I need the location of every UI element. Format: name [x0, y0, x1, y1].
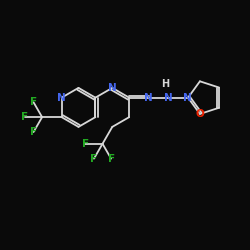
Text: N: N: [183, 93, 192, 103]
Text: N: N: [164, 93, 172, 103]
Text: F: F: [30, 97, 37, 107]
Text: N: N: [108, 83, 117, 93]
Text: F: F: [108, 154, 115, 164]
Text: O: O: [196, 109, 204, 119]
Text: F: F: [90, 154, 98, 164]
Text: F: F: [82, 139, 89, 149]
Text: F: F: [22, 112, 29, 122]
Text: H: H: [161, 79, 169, 89]
Text: N: N: [144, 93, 153, 103]
Text: N: N: [57, 93, 66, 103]
Text: F: F: [30, 127, 37, 137]
